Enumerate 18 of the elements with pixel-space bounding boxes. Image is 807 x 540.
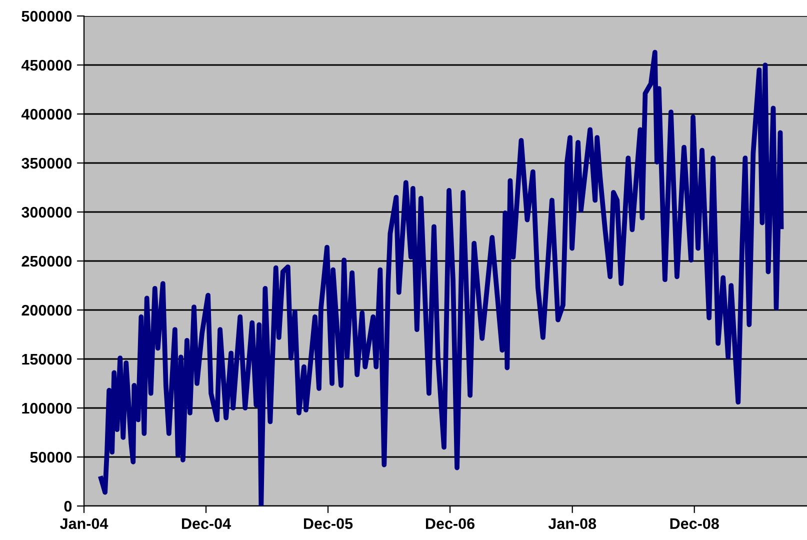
y-tick-label: 350000	[22, 158, 72, 169]
x-tick-label: Jan-08	[548, 518, 596, 530]
y-tick-label: 200000	[22, 304, 72, 316]
y-tick-label: 450000	[21, 60, 72, 71]
y-tick-label: 150000	[22, 354, 72, 365]
y-tick-label: 250000	[22, 256, 72, 267]
y-tick-label: 50000	[30, 452, 72, 463]
x-tick-label: Dec-06	[426, 518, 475, 530]
x-tick-label: Dec-08	[670, 518, 719, 530]
y-tick-label: 400000	[21, 108, 72, 120]
line-series	[98, 50, 784, 506]
y-tick-label: 500000	[22, 10, 72, 22]
x-tick-label: Jan-04	[60, 518, 108, 530]
y-tick-label: 100000	[22, 402, 72, 414]
y-tick-label: 0	[64, 500, 72, 512]
x-tick-label: Dec-05	[304, 518, 353, 530]
x-tick-label: Dec-04	[182, 518, 231, 530]
y-tick-label: 300000	[22, 206, 72, 218]
